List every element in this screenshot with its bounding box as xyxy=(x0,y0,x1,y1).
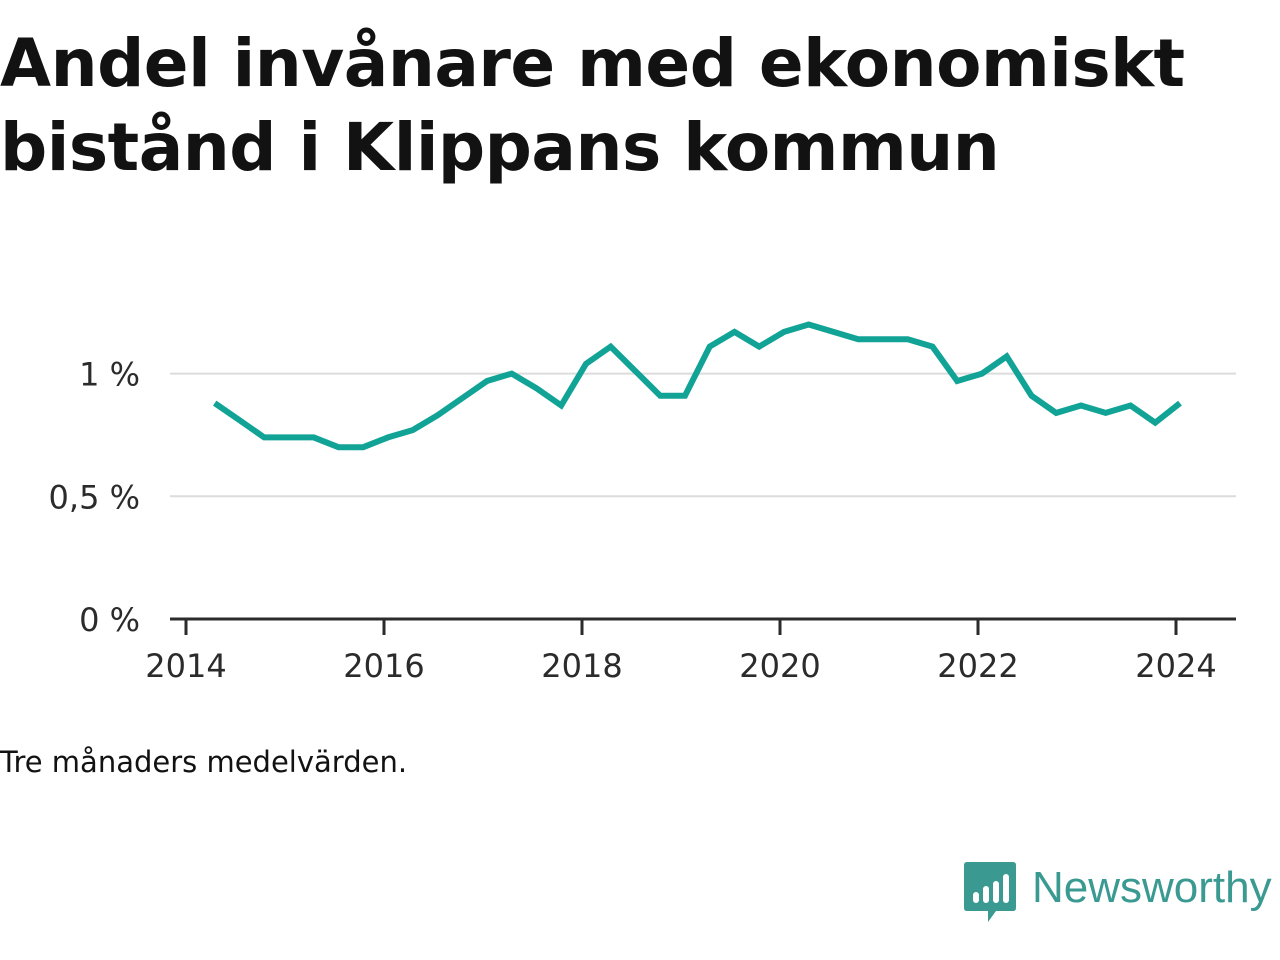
brand-name: Newsworthy xyxy=(1032,863,1272,912)
series-line-0 xyxy=(212,321,1182,451)
chart-title-line-2: bistånd i Klippans kommun xyxy=(0,109,1000,186)
x-axis xyxy=(170,617,1236,635)
x-tick-label: 2014 xyxy=(145,647,226,685)
x-tick-label: 2018 xyxy=(541,647,622,685)
y-tick-label: 0 % xyxy=(79,601,140,639)
x-tick-label: 2016 xyxy=(343,647,424,685)
chart-title-line-1: Andel invånare med ekonomiskt xyxy=(0,25,1185,102)
x-tick-labels: 2014 2016 2018 2020 2022 2024 xyxy=(145,647,1216,685)
y-tick-label: 1 % xyxy=(79,356,140,394)
y-tick-labels: 0 % 0,5 % 1 % xyxy=(49,356,140,639)
x-tick-label: 2022 xyxy=(937,647,1018,685)
chart-title: Andel invånare med ekonomiskt bistånd i … xyxy=(0,22,1200,190)
bar-chart-speech-bubble-icon xyxy=(964,862,1016,922)
x-tick-label: 2024 xyxy=(1135,647,1216,685)
chart-note: Tre månaders medelvärden. xyxy=(0,745,408,779)
y-tick-label: 0,5 % xyxy=(49,478,140,516)
brand-logo[interactable]: Newsworthy xyxy=(964,862,1272,926)
series-layer xyxy=(212,321,1182,451)
x-tick-label: 2020 xyxy=(739,647,820,685)
gridlines xyxy=(170,372,1236,498)
